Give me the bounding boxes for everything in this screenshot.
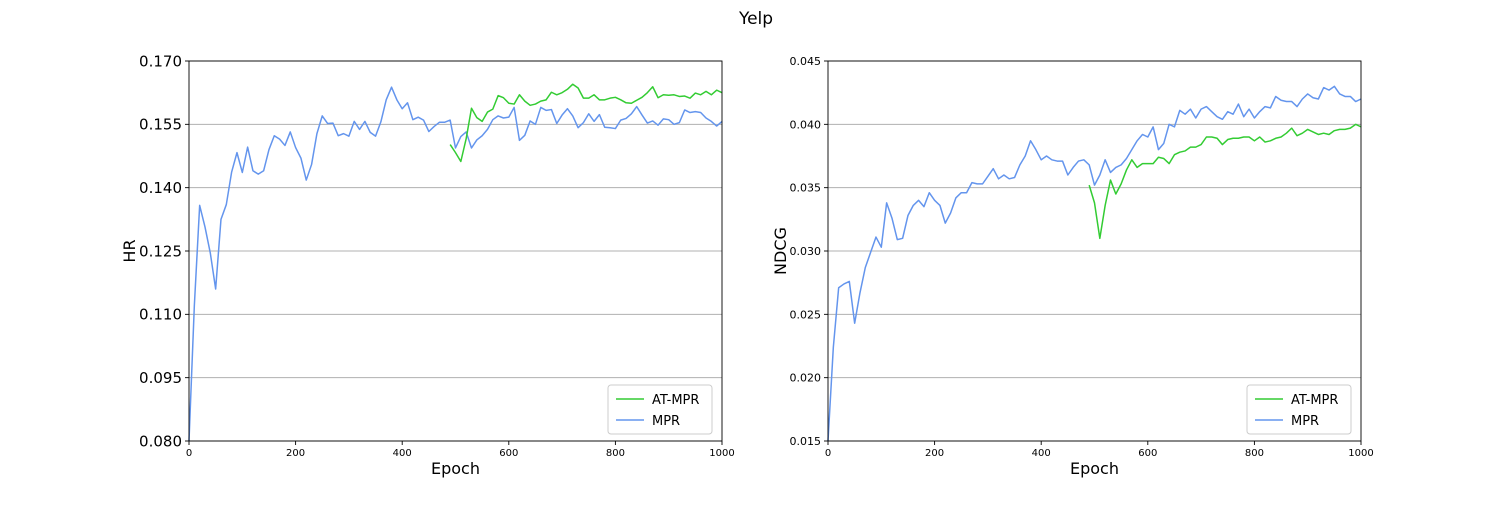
hr-x-tick-label: 400 bbox=[393, 448, 412, 459]
hr-x-axis-label: Epoch bbox=[431, 459, 480, 478]
figure-title: Yelp bbox=[738, 9, 773, 29]
ndcg-grid bbox=[828, 60, 1361, 442]
ndcg-y-tick-label: 0.020 bbox=[790, 372, 822, 385]
hr-grid bbox=[189, 60, 722, 442]
ndcg-x-axis-label: Epoch bbox=[1070, 459, 1119, 478]
hr-x-tick-label: 800 bbox=[606, 448, 625, 459]
hr-legend-label: MPR bbox=[652, 414, 680, 429]
hr-y-tick-label: 0.170 bbox=[139, 52, 182, 70]
ndcg-x-tick-label: 0 bbox=[825, 448, 831, 459]
ndcg-y-tick-label: 0.025 bbox=[790, 308, 822, 321]
hr-y-tick-label: 0.155 bbox=[139, 116, 182, 134]
hr-y-tick-label: 0.140 bbox=[139, 179, 182, 197]
hr-x-tick-label: 0 bbox=[186, 448, 192, 459]
hr-legend-box bbox=[607, 384, 713, 435]
ndcg-legend: AT-MPR MPR bbox=[1246, 384, 1352, 435]
ndcg-x-tick-label: 1000 bbox=[1348, 448, 1373, 459]
hr-y-ticks: 0.080 0.095 0.110 0.125 0.140 0.155 0.170 bbox=[139, 52, 189, 450]
hr-x-tick-label: 1000 bbox=[709, 448, 734, 459]
ndcg-x-tick-label: 400 bbox=[1032, 448, 1051, 459]
ndcg-series-line-at-mpr bbox=[1088, 123, 1362, 240]
ndcg-y-tick-label: 0.015 bbox=[790, 435, 822, 448]
hr-series-line-mpr bbox=[188, 86, 723, 442]
ndcg-series bbox=[827, 85, 1362, 442]
ndcg-chart: 0 200 400 600 800 1000 0.0150.0200.0250.0300.… bbox=[771, 55, 1374, 478]
ndcg-y-ticks: 0.015 0.020 0.025 0.030 0.035 0.040 0.045 bbox=[790, 55, 828, 448]
hr-y-axis-label: HR bbox=[120, 239, 139, 262]
ndcg-x-ticks: 0 200 400 600 800 1000 bbox=[825, 441, 1374, 459]
ndcg-y-tick-label: 0.030 bbox=[790, 245, 822, 258]
hr-legend-label: AT-MPR bbox=[652, 393, 699, 408]
ndcg-y-tick-label: 0.035 bbox=[790, 182, 822, 195]
hr-x-ticks: 0 200 400 600 800 1000 bbox=[186, 441, 735, 459]
hr-legend: AT-MPR MPR bbox=[607, 384, 713, 435]
ndcg-x-tick-label: 600 bbox=[1138, 448, 1157, 459]
hr-x-tick-label: 200 bbox=[286, 448, 305, 459]
hr-series bbox=[188, 83, 723, 442]
ndcg-y-tick-label: 0.045 bbox=[790, 55, 822, 68]
ndcg-x-tick-label: 800 bbox=[1245, 448, 1264, 459]
hr-x-tick-label: 600 bbox=[499, 448, 518, 459]
hr-y-tick-label: 0.095 bbox=[139, 369, 182, 387]
hr-y-tick-label: 0.080 bbox=[139, 432, 182, 450]
ndcg-legend-box bbox=[1246, 384, 1352, 435]
hr-y-tick-label: 0.125 bbox=[139, 242, 182, 260]
hr-series-line-at-mpr bbox=[449, 83, 723, 163]
ndcg-y-axis-label: NDCG bbox=[771, 227, 790, 275]
ndcg-legend-label: MPR bbox=[1291, 414, 1319, 429]
ndcg-y-tick-label: 0.040 bbox=[790, 118, 822, 131]
ndcg-x-tick-label: 200 bbox=[925, 448, 944, 459]
ndcg-series-line-mpr bbox=[827, 85, 1362, 442]
hr-chart: 0 200 400 600 800 1000 0.0800.0950.1100.1250.… bbox=[120, 52, 735, 478]
hr-y-tick-label: 0.110 bbox=[139, 306, 182, 324]
ndcg-legend-label: AT-MPR bbox=[1291, 393, 1338, 408]
